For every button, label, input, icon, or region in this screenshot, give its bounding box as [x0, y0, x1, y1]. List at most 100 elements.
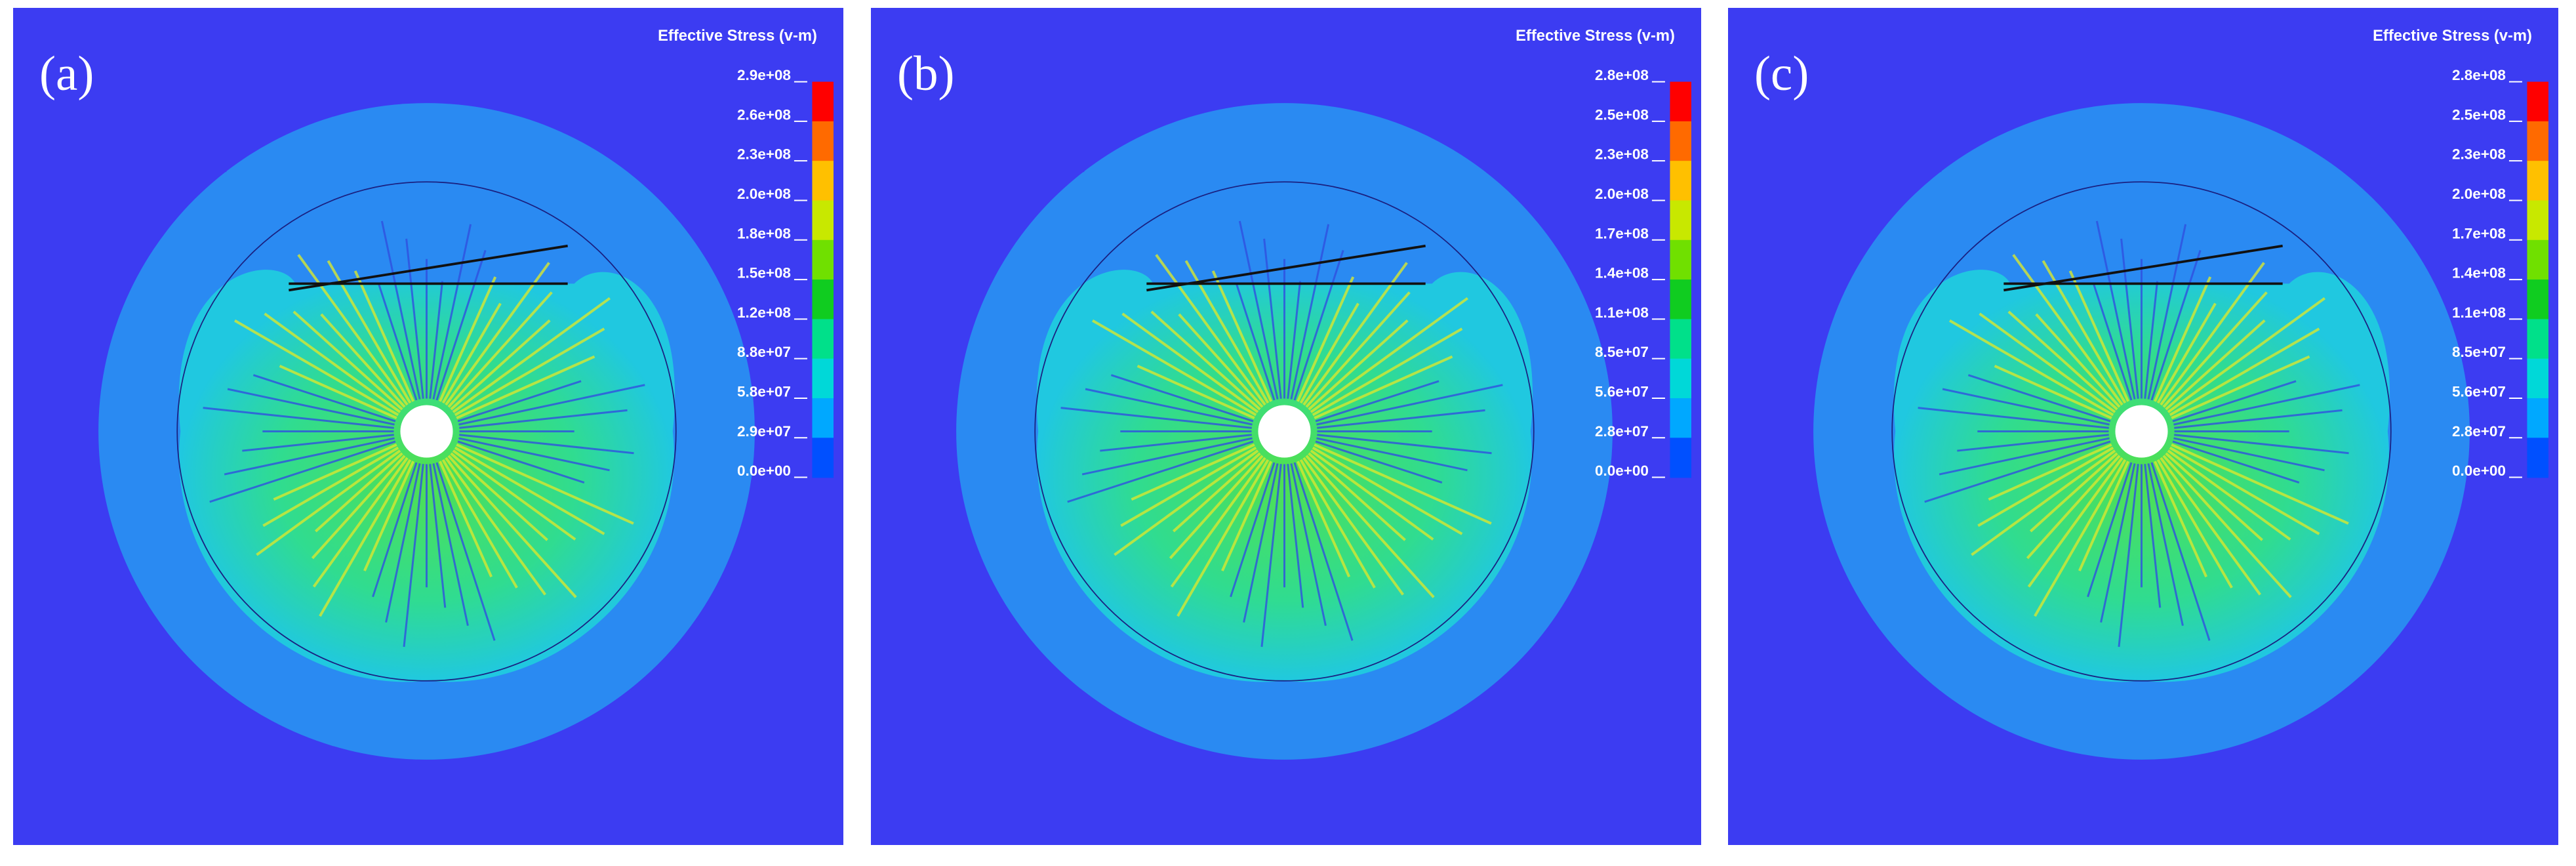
- legend-label: 1.1e+08: [1595, 304, 1649, 321]
- stress-streak: [1170, 457, 1266, 588]
- stress-streak: [1315, 440, 1443, 484]
- stress-streak: [227, 388, 395, 426]
- stress-streak: [2160, 262, 2265, 406]
- stress-streak: [2095, 220, 2136, 400]
- stress-streak: [1967, 374, 2111, 423]
- stress-streak: [233, 319, 399, 417]
- colorbar-band: [812, 279, 834, 320]
- stress-streak: [319, 459, 412, 617]
- stress-streak: [1060, 407, 1252, 429]
- stress-streak: [2150, 250, 2202, 401]
- colorbar-band: [1670, 121, 1691, 161]
- stress-streak: [452, 297, 611, 413]
- stress-streak: [1302, 457, 1405, 596]
- legend-title: Effective Stress (v-m): [1516, 27, 1675, 45]
- stress-streak: [2100, 463, 2136, 623]
- stress-streak: [1211, 270, 1272, 402]
- stress-streak: [312, 457, 409, 588]
- stress-streak: [2171, 355, 2310, 419]
- stress-streak: [2167, 449, 2291, 541]
- legend-label: 2.9e+07: [737, 423, 791, 440]
- stress-streak: [2173, 384, 2360, 426]
- stress-streak: [2144, 464, 2162, 608]
- stress-streak: [2169, 446, 2320, 535]
- legend-label: 2.6e+08: [737, 106, 791, 123]
- stress-streak: [1297, 461, 1351, 578]
- stress-streak: [429, 464, 447, 608]
- legend-label: 1.4e+08: [2452, 265, 2506, 281]
- colorbar-band: [1670, 200, 1691, 241]
- stress-streak: [1308, 452, 1406, 541]
- stress-streak: [1316, 384, 1503, 426]
- stress-streak: [2035, 313, 2121, 408]
- legend-label: 2.0e+08: [1595, 186, 1649, 202]
- stress-streak: [1308, 319, 1409, 411]
- stress-streak: [1312, 327, 1463, 417]
- stress-streak: [203, 407, 394, 429]
- legend-label: 2.3e+08: [2452, 146, 2506, 163]
- stress-streak: [1299, 459, 1376, 588]
- legend-title: Effective Stress (v-m): [2373, 27, 2532, 45]
- legend-label: 2.8e+07: [1595, 423, 1649, 440]
- colorbar-band: [812, 161, 834, 201]
- colorbar-band: [2527, 161, 2548, 201]
- stress-streak: [2156, 302, 2217, 404]
- stress-streak: [2027, 457, 2123, 588]
- boundary: [176, 181, 677, 682]
- stress-streak: [1918, 407, 2109, 429]
- stress-streak: [2154, 276, 2212, 402]
- colorbar-band: [812, 121, 834, 161]
- stress-streak: [445, 457, 547, 596]
- stress-streak: [456, 443, 634, 525]
- stress-streak: [2171, 443, 2349, 525]
- stress-streak: [2169, 327, 2320, 417]
- stress-streak: [1305, 455, 1435, 598]
- stress-streak: [1169, 455, 1264, 560]
- stress-streak: [1121, 312, 1259, 413]
- stress-streak: [380, 220, 421, 400]
- panel-label: (c): [1754, 47, 1809, 101]
- stress-streak: [2029, 452, 2118, 533]
- stress-streak: [297, 254, 409, 406]
- colorbar-band: [812, 200, 834, 241]
- stress-streak: [1314, 443, 1492, 525]
- stress-streak: [439, 276, 497, 402]
- colorbar-band: [2527, 200, 2548, 241]
- stress-streak: [1297, 276, 1355, 402]
- stress-streak: [447, 455, 577, 598]
- legend-label: 5.6e+07: [1595, 383, 1649, 400]
- legend-label: 2.5e+08: [2452, 106, 2506, 123]
- stress-streak: [447, 291, 553, 408]
- stress-streak: [1310, 297, 1469, 413]
- colorbar-band: [812, 239, 834, 280]
- stress-streak: [457, 380, 582, 423]
- stress-streak: [432, 463, 469, 626]
- stress-streak: [2087, 462, 2133, 598]
- legend-label: 2.9e+08: [737, 67, 791, 83]
- beam: [289, 244, 568, 292]
- stress-streak: [2165, 452, 2263, 541]
- colorbar-band: [1670, 358, 1691, 399]
- legend-label: 8.5e+07: [2452, 344, 2506, 360]
- stress-streak: [1290, 463, 1327, 626]
- stress-streak: [2156, 459, 2233, 588]
- stress-streak: [252, 374, 396, 423]
- stress-streak: [1091, 319, 1257, 417]
- stress-streak: [1238, 220, 1279, 400]
- legend-label: 2.8e+07: [2452, 423, 2506, 440]
- stress-streak: [2118, 464, 2139, 648]
- stress-streak: [1299, 302, 1359, 404]
- stress-streak: [1317, 409, 1485, 429]
- stress-streak: [1178, 313, 1264, 408]
- stress-streak: [458, 437, 610, 472]
- stress-streak: [1287, 281, 1302, 399]
- colorbar-band: [2527, 239, 2548, 280]
- stress-streak: [2154, 461, 2208, 578]
- stress-streak: [1131, 443, 1255, 501]
- stress-streak: [2172, 440, 2300, 484]
- stress-streak: [1263, 238, 1282, 399]
- stress-streak: [1221, 461, 1272, 571]
- stress-streak: [2150, 462, 2211, 641]
- stress-streak: [2093, 284, 2133, 401]
- stress-streak: [459, 409, 628, 429]
